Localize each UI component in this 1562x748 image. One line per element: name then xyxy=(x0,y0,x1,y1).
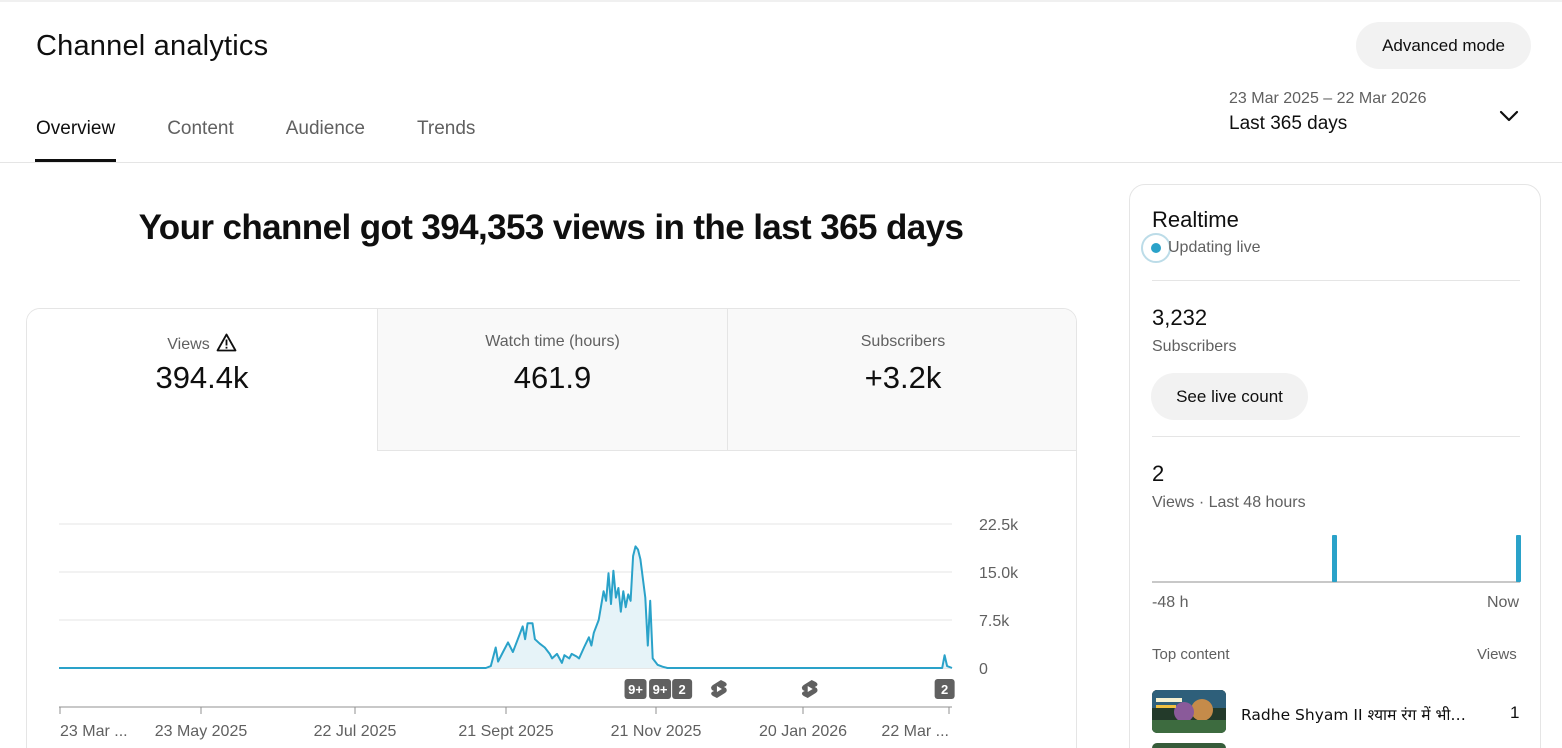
date-range-label: Last 365 days xyxy=(1229,113,1348,134)
metric-subscribers-label: Subscribers xyxy=(860,333,946,350)
metric-views-label-wrap: Views xyxy=(27,333,377,353)
upload-marker-label: 9+ xyxy=(653,682,668,697)
top-content-title: Radhe Shyam II श्याम रंग में भीगी राधा र… xyxy=(1241,706,1477,724)
shorts-icon-play xyxy=(807,686,813,692)
metric-tab-watch-time[interactable]: Watch time (hours) 461.9 xyxy=(377,309,727,451)
realtime-axis-start: -48 h xyxy=(1152,594,1189,611)
warning-icon[interactable] xyxy=(216,333,237,352)
date-range-picker[interactable]: 23 Mar 2025 – 22 Mar 2026 Last 365 days xyxy=(1229,90,1529,146)
realtime-views-count: 2 xyxy=(1152,461,1165,486)
views-headline: Your channel got 394,353 views in the la… xyxy=(138,208,964,247)
realtime-bar xyxy=(1332,535,1337,582)
y-tick-label: 7.5k xyxy=(979,613,1010,630)
realtime-views-label: Views · Last 48 hours xyxy=(1152,494,1306,511)
advanced-mode-button[interactable]: Advanced mode xyxy=(1356,22,1531,69)
upload-marker xyxy=(649,679,672,699)
x-tick-label: 23 Mar ... xyxy=(60,723,128,740)
y-tick-label: 15.0k xyxy=(979,565,1019,582)
top-content-views-header: Views xyxy=(1477,646,1517,663)
tab-content[interactable]: Content xyxy=(167,118,234,139)
shorts-icon xyxy=(711,680,727,698)
x-tick-label: 22 Mar ... xyxy=(881,723,949,740)
realtime-status: Updating live xyxy=(1168,239,1261,256)
tab-bar: Overview Content Audience Trends xyxy=(34,118,527,162)
realtime-bar-chart[interactable] xyxy=(1130,185,1542,605)
realtime-title: Realtime xyxy=(1152,207,1239,232)
top-content-label: Top content xyxy=(1152,646,1230,663)
tab-trends[interactable]: Trends xyxy=(416,118,476,139)
upload-marker xyxy=(934,679,955,699)
realtime-card: Realtime Updating live 3,232 Subscribers… xyxy=(1129,184,1541,748)
tab-audience[interactable]: Audience xyxy=(285,118,365,139)
metric-watch-time-label: Watch time (hours) xyxy=(485,333,620,350)
metric-views-value: 394.4k xyxy=(155,360,249,395)
realtime-divider xyxy=(1152,280,1520,281)
top-content-views: 1 xyxy=(1510,703,1520,722)
see-live-count-button[interactable]: See live count xyxy=(1151,373,1308,420)
top-border xyxy=(0,0,1562,2)
page-title: Channel analytics xyxy=(36,30,269,62)
y-tick-label: 22.5k xyxy=(979,517,1019,534)
shorts-icon xyxy=(801,680,818,698)
top-content-item[interactable]: Radhe Shyam II श्याम रंग में भीगी राधा र… xyxy=(1152,690,1520,734)
realtime-bar xyxy=(1516,535,1521,582)
metric-watch-time-value: 461.9 xyxy=(513,360,592,395)
series-area-views xyxy=(59,546,952,668)
upload-marker-label: 2 xyxy=(941,682,948,697)
x-tick-label: 21 Sept 2025 xyxy=(458,723,553,740)
y-tick-label: 0 xyxy=(979,661,988,678)
x-tick-label: 23 May 2025 xyxy=(155,723,248,740)
upload-marker-label: 9+ xyxy=(628,682,643,697)
metric-subscribers-value: +3.2k xyxy=(864,360,942,395)
shorts-icon-play xyxy=(716,686,722,692)
x-tick-label: 20 Jan 2026 xyxy=(759,723,847,740)
upload-marker-label: 2 xyxy=(679,682,686,697)
thumbnail-image xyxy=(1152,690,1226,733)
x-tick-label: 21 Nov 2025 xyxy=(611,723,702,740)
x-tick-label: 22 Jul 2025 xyxy=(314,723,397,740)
upload-marker xyxy=(672,679,693,699)
series-line-views xyxy=(59,545,953,669)
realtime-divider xyxy=(1152,436,1520,437)
header-divider xyxy=(0,162,1562,163)
realtime-subscribers-label: Subscribers xyxy=(1152,338,1237,355)
date-range-dates: 23 Mar 2025 – 22 Mar 2026 xyxy=(1229,90,1427,107)
realtime-subscribers-count: 3,232 xyxy=(1152,305,1208,330)
views-chart[interactable]: 0 7.5k 15.0k 22.5k 23 Mar ... 23 May 2025 22 J… xyxy=(27,309,1077,748)
metric-views-label: Views xyxy=(167,336,210,353)
live-indicator-icon xyxy=(1141,233,1171,263)
upload-marker xyxy=(624,679,647,699)
overview-chart-card: Views 394.4k Watch time (hours) 461.9 Su… xyxy=(26,308,1077,748)
metric-tab-views[interactable]: Views 394.4k xyxy=(27,309,377,451)
metric-tab-subscribers[interactable]: Subscribers +3.2k xyxy=(727,309,1076,451)
chevron-down-icon xyxy=(1499,110,1519,122)
tab-overview[interactable]: Overview xyxy=(34,118,117,162)
video-thumbnail xyxy=(1152,743,1226,748)
realtime-axis-end: Now xyxy=(1487,594,1520,611)
video-thumbnail xyxy=(1152,690,1226,733)
